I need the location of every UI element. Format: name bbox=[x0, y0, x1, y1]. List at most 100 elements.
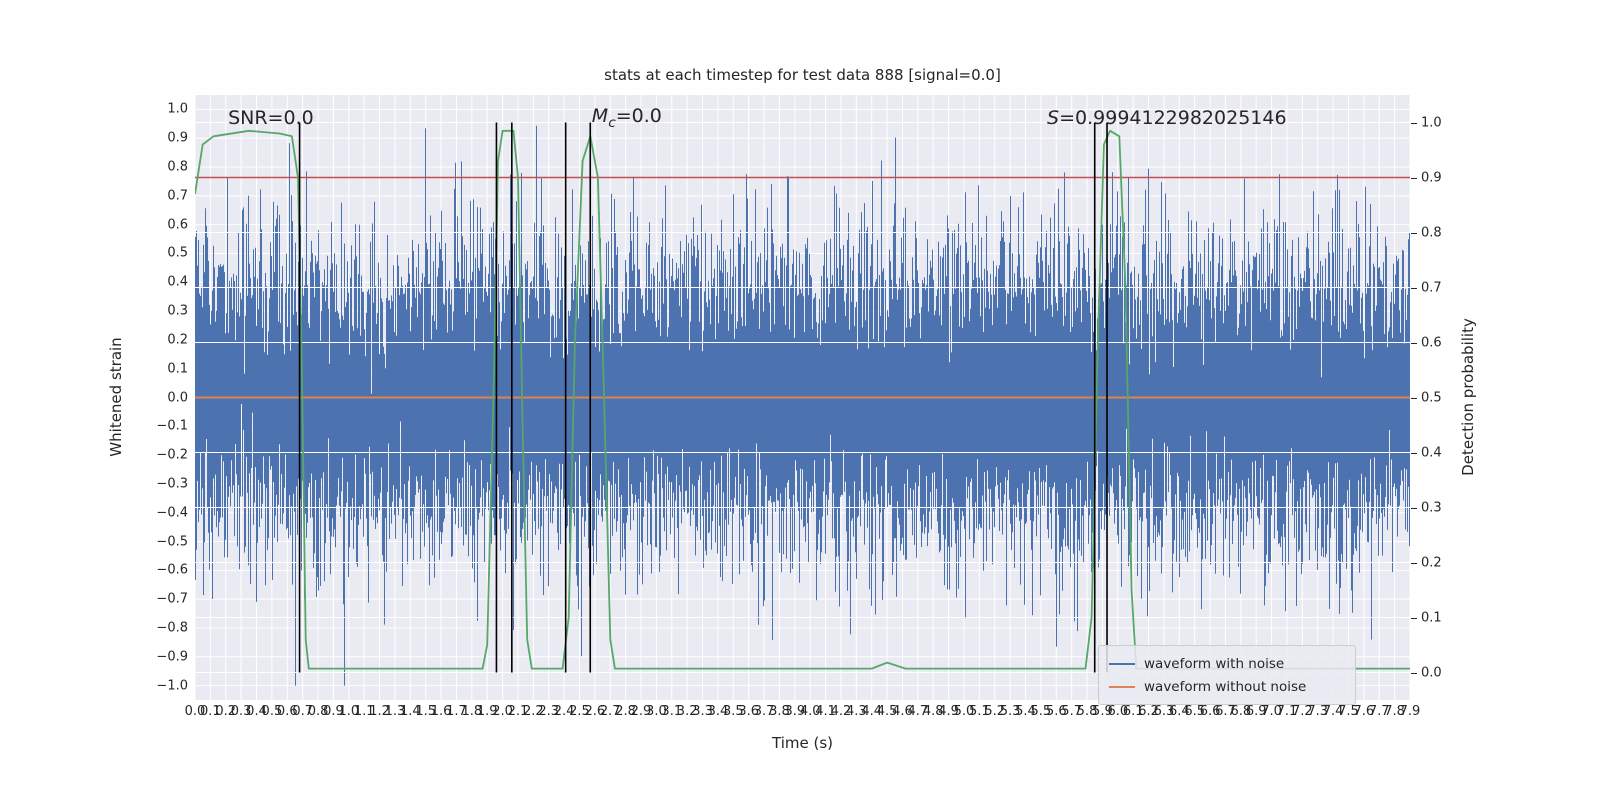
x-tick-label: 7.9 bbox=[1399, 704, 1421, 719]
y-tick-mark-right bbox=[1411, 342, 1417, 344]
x-tick-label: 3.0 bbox=[646, 704, 667, 719]
y-tick-label-left: 0.4 bbox=[167, 274, 188, 290]
x-tick-label: 6.9 bbox=[1245, 704, 1267, 719]
x-tick-label: 6.3 bbox=[1153, 704, 1175, 719]
x-tick-label: 6.7 bbox=[1215, 704, 1236, 719]
x-tick-label: 1.2 bbox=[369, 704, 390, 719]
y-tick-label-left: −0.2 bbox=[156, 447, 188, 463]
x-tick-label: 3.8 bbox=[769, 704, 790, 719]
y-tick-label-left: −0.5 bbox=[156, 534, 188, 550]
legend-line-waveform-without-noise-icon bbox=[1109, 685, 1135, 688]
y-tick-label-left: 0.8 bbox=[167, 159, 188, 175]
y-tick-mark-right bbox=[1411, 177, 1417, 179]
legend-item-waveform-with-noise: waveform with noise bbox=[1109, 652, 1345, 675]
x-tick-label: 4.7 bbox=[907, 704, 929, 719]
x-tick-label: 4.1 bbox=[815, 704, 836, 719]
y-tick-label-right: 0.2 bbox=[1421, 555, 1442, 570]
x-tick-label: 1.8 bbox=[461, 704, 483, 719]
y-tick-label-right: 0.0 bbox=[1421, 665, 1442, 680]
x-tick-label: 5.9 bbox=[1092, 704, 1113, 719]
x-tick-label: 2.0 bbox=[492, 704, 513, 719]
x-tick-label: 1.6 bbox=[430, 704, 452, 719]
x-tick-label: 6.4 bbox=[1168, 704, 1190, 719]
y-tick-label-left: −0.4 bbox=[156, 505, 188, 521]
y-tick-label-right: 0.6 bbox=[1421, 335, 1442, 350]
x-tick-label: 1.0 bbox=[338, 704, 360, 719]
x-tick-label: 0.7 bbox=[292, 704, 313, 719]
y-tick-label-right: 1.0 bbox=[1421, 115, 1442, 130]
x-tick-label: 4.3 bbox=[845, 704, 867, 719]
x-tick-label: 2.3 bbox=[538, 704, 560, 719]
x-tick-label: 6.2 bbox=[1138, 704, 1159, 719]
x-tick-label: 5.6 bbox=[1045, 704, 1067, 719]
x-tick-label: 4.0 bbox=[799, 704, 821, 719]
y-tick-mark-right bbox=[1411, 232, 1417, 234]
x-tick-label: 5.8 bbox=[1076, 704, 1098, 719]
x-tick-label: 0.9 bbox=[323, 704, 344, 719]
x-tick-label: 3.5 bbox=[722, 704, 744, 719]
y-tick-label-right: 0.3 bbox=[1421, 500, 1442, 515]
y-tick-label-left: 0.1 bbox=[167, 361, 188, 377]
y-tick-label-left: −0.7 bbox=[156, 591, 188, 607]
x-tick-label: 4.5 bbox=[876, 704, 898, 719]
y-tick-label-left: 0.7 bbox=[167, 188, 188, 204]
x-tick-label: 7.6 bbox=[1353, 704, 1375, 719]
x-tick-label: 2.4 bbox=[553, 704, 575, 719]
x-tick-label: 2.8 bbox=[615, 704, 636, 719]
y-tick-label-right: 0.5 bbox=[1421, 390, 1442, 405]
x-tick-label: 6.8 bbox=[1230, 704, 1252, 719]
x-tick-label: 5.7 bbox=[1061, 704, 1082, 719]
x-tick-label: 6.0 bbox=[1107, 704, 1129, 719]
x-tick-label: 4.9 bbox=[938, 704, 959, 719]
x-tick-label: 0.1 bbox=[200, 704, 221, 719]
x-tick-label: 2.9 bbox=[630, 704, 652, 719]
x-tick-label: 0.4 bbox=[246, 704, 267, 719]
x-tick-label: 0.6 bbox=[276, 704, 298, 719]
y-tick-label-right: 0.7 bbox=[1421, 280, 1442, 295]
x-tick-label: 6.5 bbox=[1184, 704, 1206, 719]
x-tick-label: 2.1 bbox=[507, 704, 529, 719]
y-tick-mark-right bbox=[1411, 287, 1417, 289]
x-tick-label: 5.3 bbox=[999, 704, 1021, 719]
y-tick-label-left: −1.0 bbox=[156, 678, 188, 694]
y-tick-mark-right bbox=[1411, 452, 1417, 454]
y-tick-label-right: 0.4 bbox=[1421, 445, 1442, 460]
x-tick-label: 3.4 bbox=[707, 704, 729, 719]
x-tick-label: 7.1 bbox=[1276, 704, 1298, 719]
x-tick-label: 0.8 bbox=[307, 704, 329, 719]
x-tick-label: 5.4 bbox=[1015, 704, 1036, 719]
legend-label-waveform-without-noise: waveform without noise bbox=[1144, 678, 1307, 695]
x-tick-label: 5.2 bbox=[984, 704, 1006, 719]
x-tick-label: 2.2 bbox=[523, 704, 544, 719]
x-tick-label: 4.8 bbox=[922, 704, 944, 719]
x-tick-label: 6.6 bbox=[1199, 704, 1221, 719]
legend-line-waveform-with-noise-icon bbox=[1109, 662, 1135, 665]
legend-label-waveform-with-noise: waveform with noise bbox=[1144, 655, 1285, 672]
x-tick-label: 3.3 bbox=[692, 704, 713, 719]
plot-canvas bbox=[195, 95, 1410, 700]
x-tick-label: 7.3 bbox=[1307, 704, 1329, 719]
x-tick-label: 3.1 bbox=[661, 704, 683, 719]
y-tick-label-left: −0.1 bbox=[156, 418, 188, 434]
y-tick-label-right: 0.8 bbox=[1421, 225, 1442, 240]
legend-item-waveform-without-noise: waveform without noise bbox=[1109, 675, 1345, 698]
x-tick-label: 3.6 bbox=[738, 704, 759, 719]
x-tick-label: 5.1 bbox=[969, 704, 990, 719]
x-tick-label: 0.5 bbox=[261, 704, 283, 719]
y-tick-label-left: −0.6 bbox=[156, 562, 188, 578]
x-tick-label: 2.7 bbox=[599, 704, 621, 719]
x-tick-label: 0.2 bbox=[215, 704, 237, 719]
x-tick-label: 6.1 bbox=[1122, 704, 1144, 719]
y-tick-label-left: 0.2 bbox=[167, 332, 188, 348]
x-tick-label: 2.5 bbox=[569, 704, 590, 719]
y-tick-label-right: 0.1 bbox=[1421, 610, 1442, 625]
x-tick-label: 7.7 bbox=[1368, 704, 1390, 719]
annotation-snr: SNR=0.0 bbox=[228, 107, 314, 130]
y-tick-label-right: 0.9 bbox=[1421, 170, 1442, 185]
annotation-chirp-mass: Mc=0.0 bbox=[591, 105, 662, 131]
x-tick-label: 1.4 bbox=[399, 704, 421, 719]
y-tick-label-left: 1.0 bbox=[167, 101, 188, 117]
y-tick-mark-right bbox=[1411, 397, 1417, 399]
legend: waveform with noise waveform without noi… bbox=[1098, 645, 1356, 705]
x-tick-label: 1.3 bbox=[384, 704, 406, 719]
